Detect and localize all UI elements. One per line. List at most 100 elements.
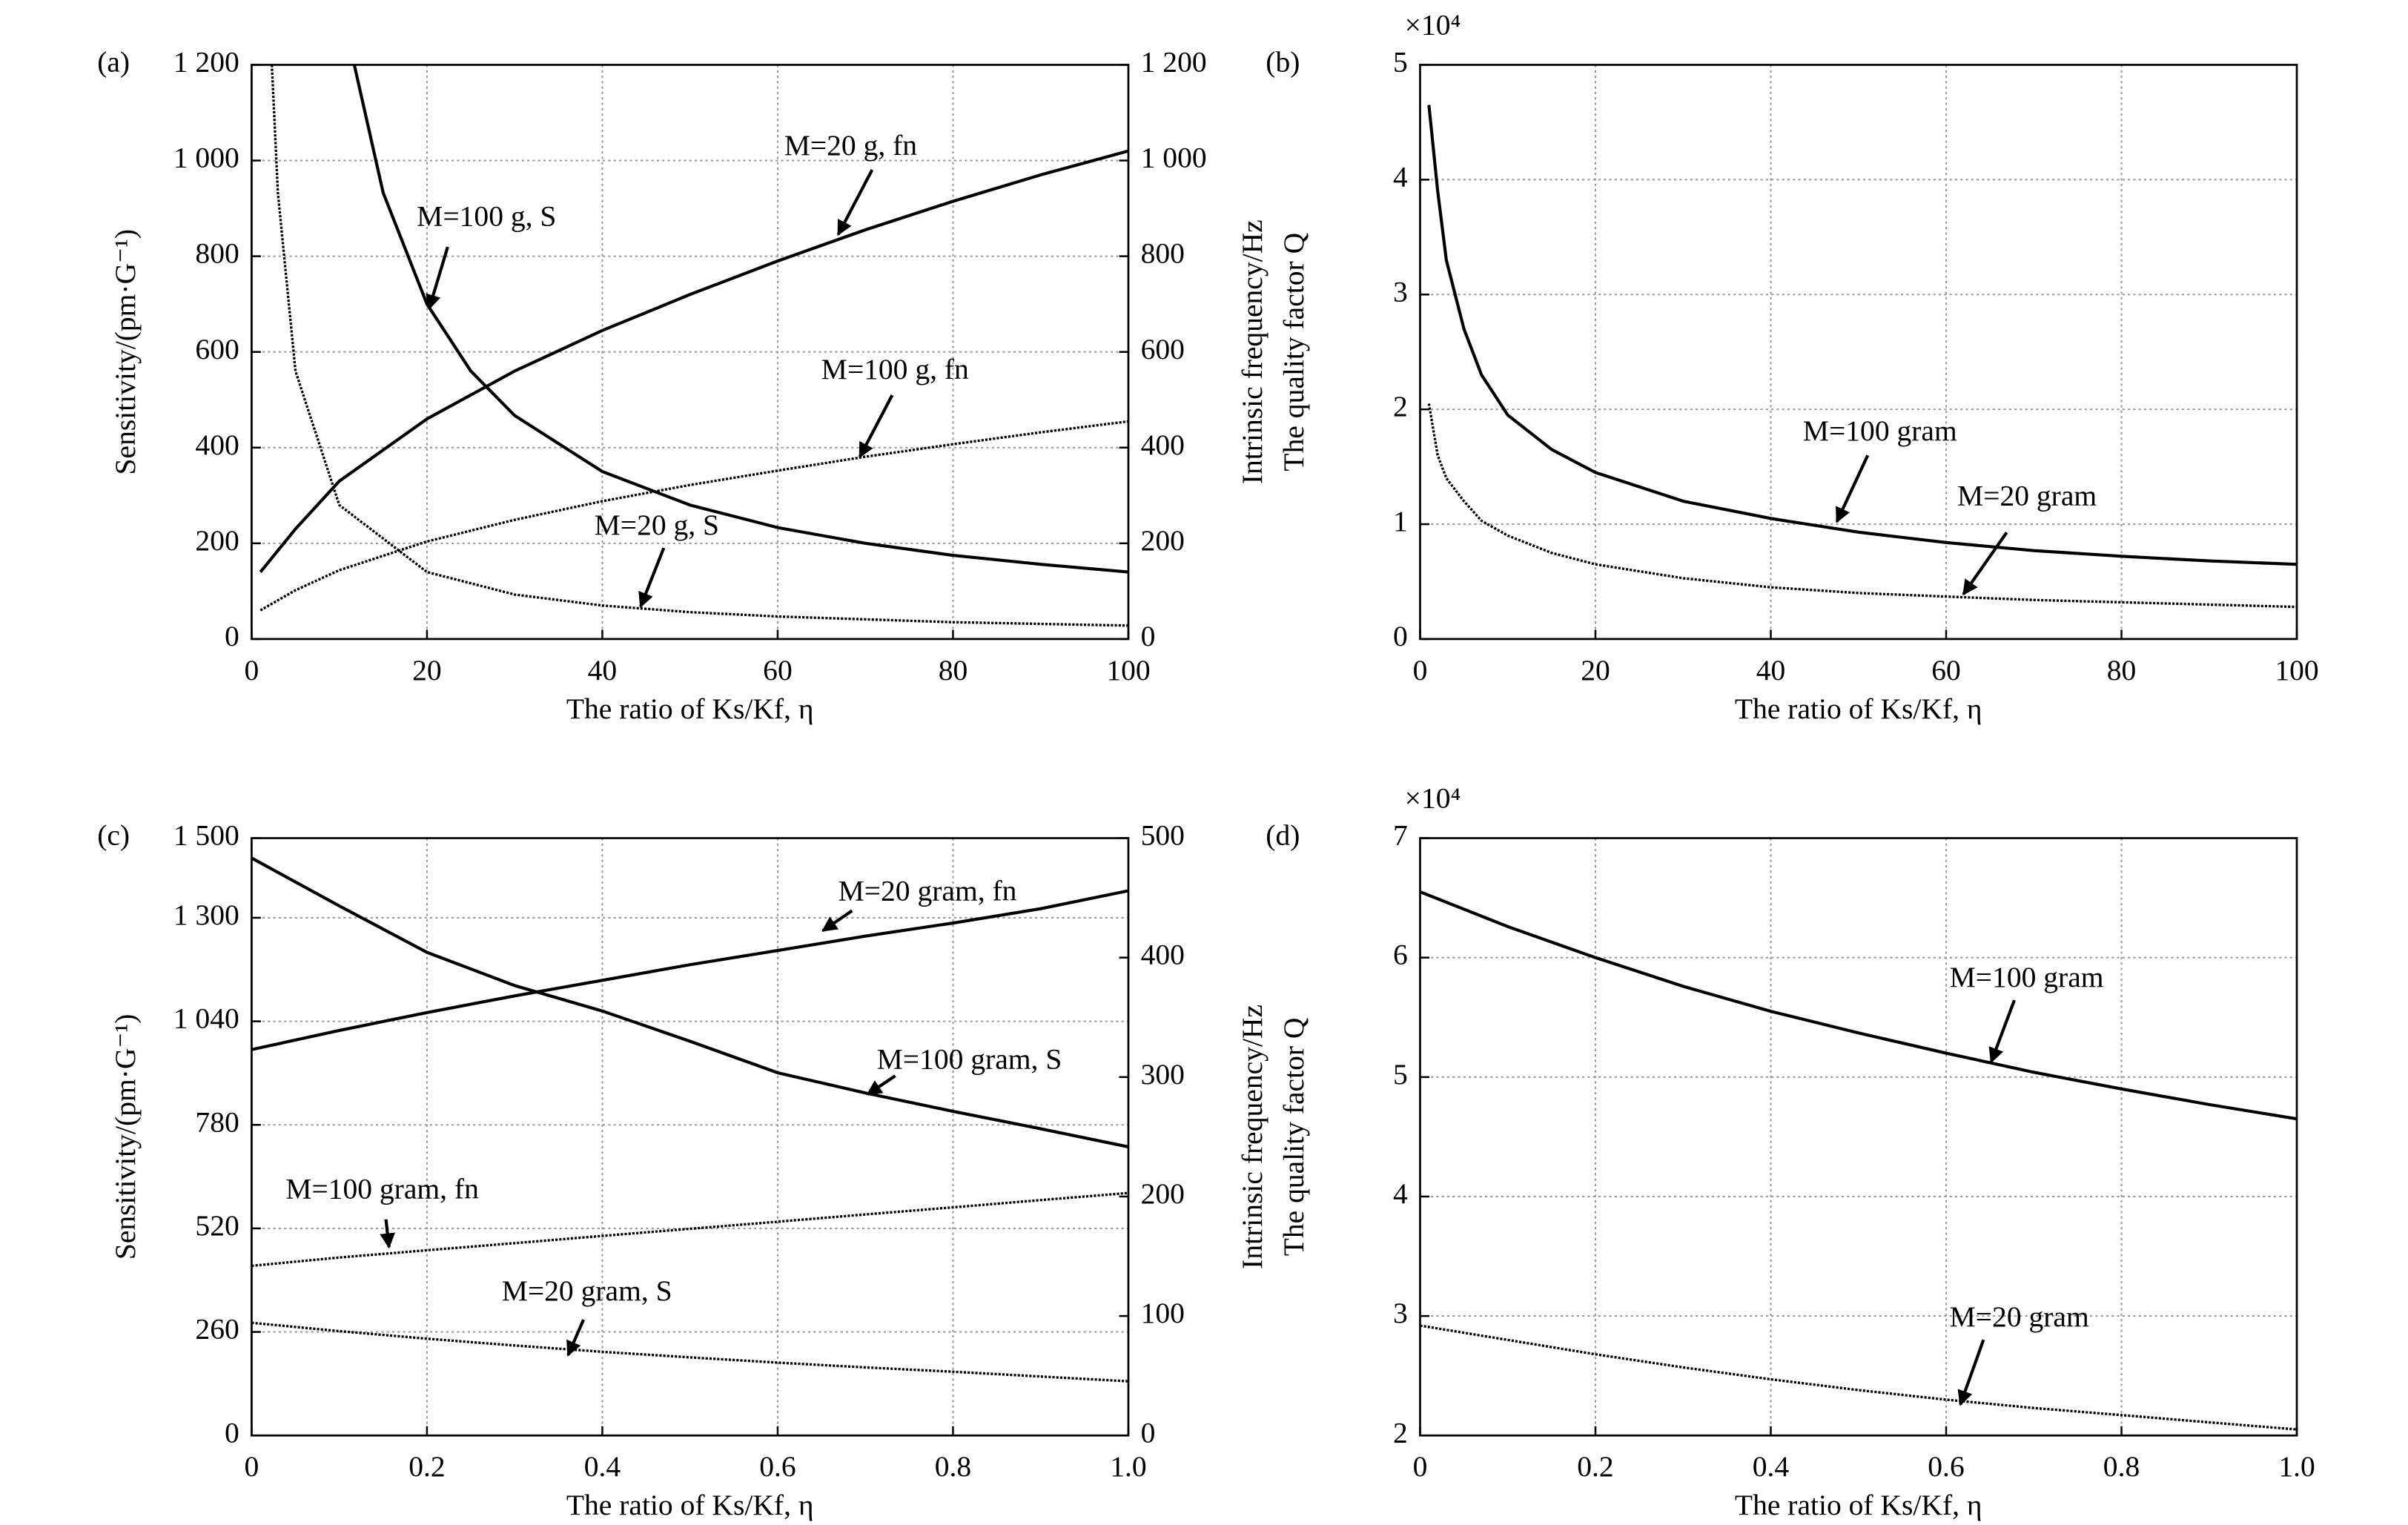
axis-multiplier: ×10⁴ [1405,9,1461,42]
x-tick-label: 0.6 [759,1450,796,1483]
x-tick-label: 1.0 [2278,1450,2315,1483]
y-tick-label: 2 [1393,390,1408,423]
x-tick-label: 0.6 [1928,1450,1964,1483]
x-tick-label: 0.2 [408,1450,445,1483]
x-tick-label: 0.4 [1753,1450,1790,1483]
annotation-arrow [380,1219,395,1249]
x-tick-label: 0.8 [2103,1450,2140,1483]
annotation-arrow [866,1074,896,1096]
y-tick-label: 0 [225,1416,239,1449]
series-annotation: M=100 gram [1803,414,1957,447]
y-tick-label: 1 000 [173,142,239,174]
annotation-arrow [638,547,666,609]
y-tick-label: 260 [195,1313,239,1346]
x-tick-label: 40 [588,654,618,687]
y-tick-label: 1 200 [173,46,239,79]
y2-axis-label: Intrinsic frequency/Hz [1236,1005,1268,1269]
series-line [1427,105,2298,566]
panel-label: (b) [1266,46,1300,79]
annotation-arrow [858,394,894,459]
x-axis-label: The ratio of Ks/Kf, η [1735,692,1982,725]
series-line [1427,403,2298,609]
annotation-arrow [836,169,874,236]
x-tick-label: 0 [1413,654,1428,687]
x-tick-label: 80 [939,654,968,687]
y-tick-label: 780 [195,1105,239,1138]
series-annotation: M=100 gram [1950,961,2104,993]
annotation-arrow [821,909,853,933]
y-tick-label: 0 [225,620,239,652]
y2-tick-label: 300 [1141,1058,1185,1091]
series-line [259,149,1129,573]
y-tick-label: 200 [195,524,239,557]
y-tick-label: 7 [1393,819,1408,852]
y-tick-label: 1 040 [173,1002,239,1035]
x-tick-label: 0.2 [1577,1450,1613,1483]
annotation-arrow [426,246,449,311]
x-tick-label: 20 [412,654,442,687]
x-axis-label: The ratio of Ks/Kf, η [566,692,814,725]
y2-tick-label: 400 [1141,429,1185,461]
x-tick-label: 0.4 [584,1450,621,1483]
y-tick-label: 3 [1393,1297,1408,1329]
y-tick-label: 600 [195,333,239,365]
series-line [251,1321,1129,1383]
series-line [271,64,1129,627]
annotation-arrow [566,1319,585,1357]
y2-tick-label: 200 [1141,1177,1185,1210]
annotation-arrow [1988,999,2016,1064]
y2-tick-label: 600 [1141,333,1185,365]
axis-multiplier: ×10⁴ [1405,782,1461,815]
y-tick-label: 1 300 [173,899,239,931]
y-tick-label: 0 [1393,620,1408,652]
annotation-arrow [1835,454,1870,523]
y-tick-label: 5 [1393,1058,1408,1091]
y-tick-label: 3 [1393,275,1408,308]
y-tick-label: 520 [195,1209,239,1242]
x-tick-label: 60 [763,654,793,687]
plot-frame [1419,837,2298,1437]
series-annotation: M=20 gram [1957,480,2097,512]
series-annotation: M=20 gram, fn [838,875,1017,907]
series-annotation: M=100 gram, fn [285,1172,479,1205]
y-tick-label: 6 [1393,939,1408,971]
series-annotation: M=100 g, S [417,200,556,233]
x-tick-label: 40 [1756,654,1786,687]
x-tick-label: 100 [1106,654,1150,687]
series-line [1419,890,2298,1121]
y2-tick-label: 400 [1141,939,1185,971]
y2-tick-label: 500 [1141,819,1185,852]
x-tick-label: 0 [1413,1450,1428,1483]
plot-frame [1419,64,2298,641]
series-annotation: M=100 gram, S [877,1042,1062,1075]
annotation-arrow [1962,532,2008,596]
y2-axis-label: Intrinsic frequency/Hz [1236,219,1268,484]
series-line [352,64,1129,574]
x-axis-label: The ratio of Ks/Kf, η [1735,1489,1982,1521]
series-annotation: M=20 gram [1950,1300,2089,1333]
y2-tick-label: 800 [1141,237,1185,270]
series-annotation: M=20 gram, S [502,1274,672,1307]
y-tick-label: 1 500 [173,819,239,852]
x-axis-label: The ratio of Ks/Kf, η [566,1489,814,1521]
y-tick-label: 4 [1393,1177,1408,1210]
y2-tick-label: 200 [1141,524,1185,557]
plot-frame [251,64,1130,641]
y-tick-label: 4 [1393,160,1408,193]
x-tick-label: 100 [2275,654,2318,687]
panel-label: (d) [1266,819,1300,852]
y-axis-label: Sensitivity/(pm·G⁻¹) [109,229,142,475]
annotation-arrow [1957,1339,1985,1406]
series-annotation: M=20 g, S [595,509,719,541]
panel-label: (a) [97,46,130,79]
series-annotation: M=20 g, fn [784,129,918,162]
series-line [251,889,1129,1051]
y-axis-label: The quality factor Q [1277,233,1310,472]
x-tick-label: 0 [245,654,259,687]
y-tick-label: 800 [195,237,239,270]
x-tick-label: 0 [245,1450,259,1483]
y-axis-label: The quality factor Q [1277,1018,1310,1257]
